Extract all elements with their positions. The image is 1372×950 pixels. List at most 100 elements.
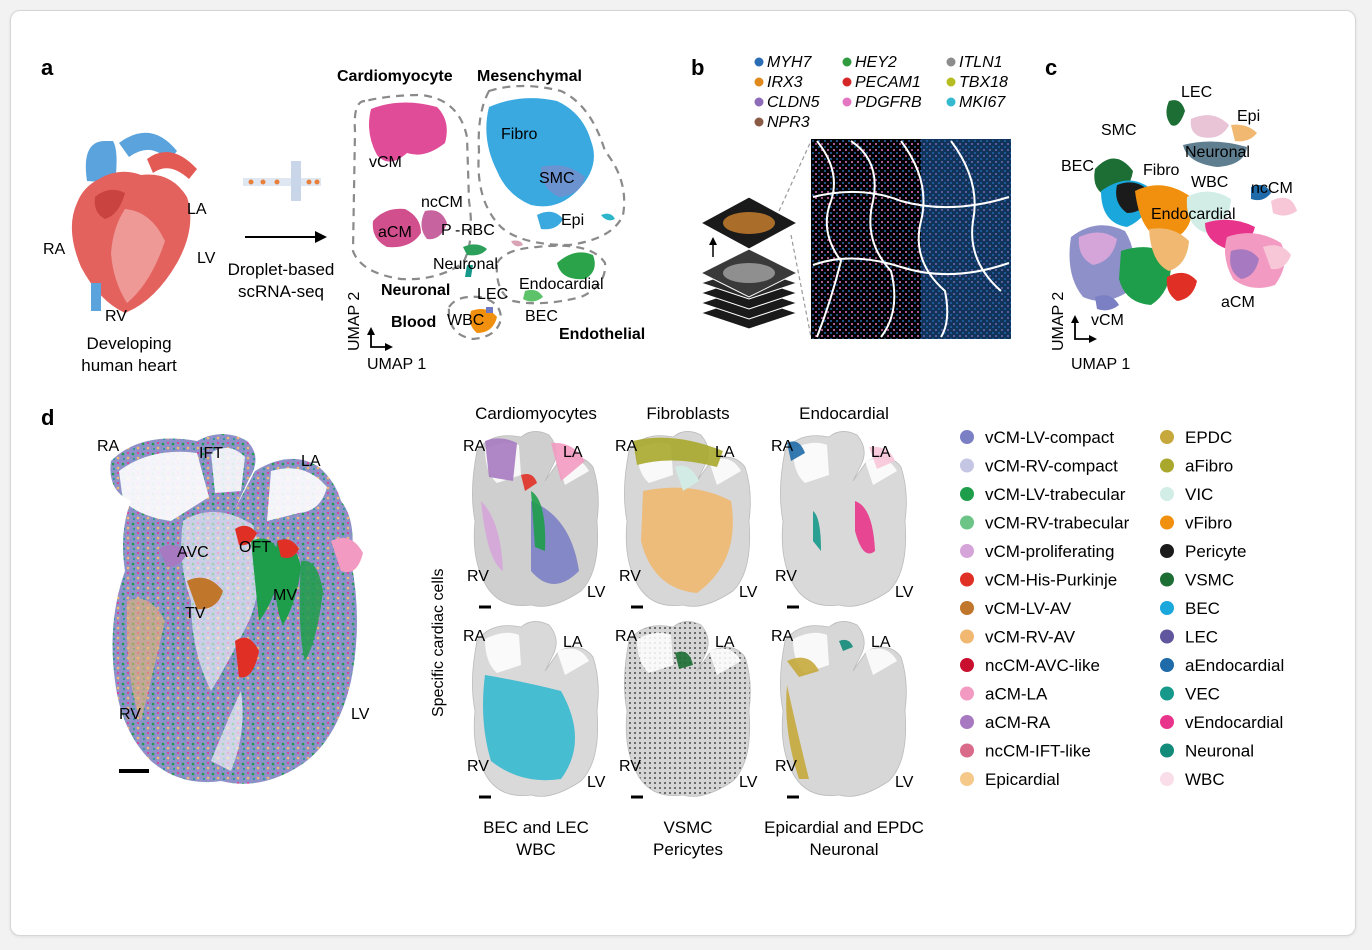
legend-label: vCM-proliferating	[985, 542, 1114, 561]
legend-color-dot	[1160, 686, 1174, 701]
umap-c-label-fibro: Fibro	[1143, 162, 1180, 179]
mini-label-rv: RV	[775, 568, 797, 585]
method-line1: Droplet-based	[228, 260, 335, 279]
mini-label-lv: LV	[739, 584, 758, 601]
gene-color-dot	[754, 77, 764, 87]
legend-label: aEndocardial	[1185, 656, 1284, 675]
legend-label: aFibro	[1185, 457, 1233, 476]
mini-panel-title: Cardiomyocytes	[475, 404, 597, 423]
legend-color-dot	[1160, 658, 1174, 672]
umap-c-label-wbc: WBC	[1191, 174, 1228, 191]
main-label-avc: AVC	[177, 544, 209, 561]
gene-legend-item: PECAM1	[842, 74, 921, 91]
mini-label-rv: RV	[467, 758, 489, 775]
mini-label-rv: RV	[775, 758, 797, 775]
gene-legend-item: CLDN5	[754, 94, 820, 111]
legend-item: Epicardial	[960, 770, 1060, 789]
legend-color-dot	[1160, 458, 1174, 473]
mini-heart-cell-region	[839, 639, 853, 651]
legend-item: vCM-RV-AV	[960, 628, 1076, 647]
mini-heart-panel: Cardiomyocytes RA LA RV LV	[463, 404, 606, 609]
main-label-ra: RA	[97, 438, 120, 455]
legend-color-dot	[960, 458, 974, 473]
legend-color-dot	[1160, 772, 1174, 786]
figure-card: a RA LA LV RV Developing human heart Dro…	[10, 10, 1356, 936]
mini-label-lv: LV	[895, 584, 914, 601]
mini-panel-caption-line1: VSMC	[663, 818, 712, 837]
gene-name: PDGFRB	[855, 94, 922, 111]
legend-item: VIC	[1160, 485, 1213, 504]
cell-type-legend-right: EPDC aFibro VIC vFibro Pericyte VSMC BEC LEC aEn…	[1160, 428, 1284, 789]
gene-legend: MYH7 IRX3 CLDN5 NPR3 HEY2 PECAM1 PDGFRB ITLN1 TB…	[754, 54, 1008, 131]
umap-c-label-vcm: vCM	[1091, 312, 1124, 329]
umap-a-label-endocardial: Endocardial	[519, 276, 604, 293]
legend-item: vCM-LV-trabecular	[960, 485, 1126, 504]
umap-a-axis-x: UMAP 1	[367, 356, 426, 373]
legend-label: Epicardial	[985, 770, 1060, 789]
heart-label-rv: RV	[105, 308, 127, 325]
legend-label: vFibro	[1185, 514, 1232, 533]
heart-label-la: LA	[187, 201, 207, 218]
mini-heart-cell-region	[869, 446, 895, 469]
legend-color-dot	[960, 715, 974, 729]
arrow-right-icon	[245, 231, 327, 243]
main-label-tv: TV	[185, 605, 206, 622]
mini-heart-cell-region	[786, 685, 809, 779]
panel-d-label: d	[41, 405, 54, 430]
legend-color-dot	[960, 743, 974, 758]
legend-label: EPDC	[1185, 428, 1232, 447]
gene-color-dot	[946, 57, 956, 67]
umap-c-axis-y: UMAP 2	[1050, 292, 1067, 351]
gene-color-dot	[754, 117, 764, 127]
legend-item: vFibro	[1160, 514, 1232, 533]
main-label-ift: IFT	[199, 445, 223, 462]
legend-item: VEC	[1160, 685, 1220, 704]
legend-label: Pericyte	[1185, 542, 1246, 561]
mini-heart-cell-region	[483, 675, 575, 781]
umap-a-label-neuronal: Neuronal	[433, 256, 498, 273]
mini-label-ra: RA	[463, 438, 486, 455]
legend-label: vCM-LV-AV	[985, 599, 1072, 618]
mini-heart-panel: RA LA RV LV Epicardial and EPDC Neuronal	[764, 621, 924, 859]
mini-heart-cell-region	[787, 657, 819, 677]
legend-label: vCM-RV-AV	[985, 628, 1076, 647]
umap-a-group-blood: Blood	[391, 314, 436, 331]
umap-a-label-nccm: ncCM	[421, 194, 463, 211]
legend-color-dot	[960, 658, 974, 672]
gene-name: HEY2	[855, 54, 897, 71]
legend-color-dot	[1160, 601, 1174, 615]
mini-label-ra: RA	[771, 628, 794, 645]
umap-c-label-nccm: ncCM	[1251, 180, 1293, 197]
mini-label-lv: LV	[739, 774, 758, 791]
legend-item: aCM-RA	[960, 713, 1051, 732]
legend-color-dot	[960, 629, 974, 644]
mini-panel-caption-line1: BEC and LEC	[483, 818, 589, 837]
gene-name: MYH7	[767, 54, 813, 71]
mini-heart-cell-region	[531, 491, 546, 551]
umap-a-group-cardiomyocyte: Cardiomyocyte	[337, 68, 453, 85]
mini-heart-atrium	[557, 648, 589, 675]
legend-item: Neuronal	[1160, 742, 1254, 761]
gene-color-dot	[842, 77, 852, 87]
umap-c-axis-x: UMAP 1	[1071, 356, 1130, 373]
gene-name: MKI67	[959, 94, 1006, 111]
legend-item: vCM-His-Purkinje	[960, 571, 1117, 590]
legend-label: ncCM-AVC-like	[985, 656, 1100, 675]
legend-label: LEC	[1185, 628, 1218, 647]
specific-cells-axis-label: Specific cardiac cells	[430, 569, 447, 718]
gene-color-dot	[946, 97, 956, 107]
mini-panel-caption-line2: Neuronal	[810, 840, 879, 859]
legend-color-dot	[1160, 572, 1174, 587]
figure-canvas: a RA LA LV RV Developing human heart Dro…	[41, 54, 1297, 859]
mini-label-ra: RA	[615, 628, 638, 645]
gene-legend-item: ITLN1	[946, 54, 1003, 71]
panel-a-label: a	[41, 55, 54, 80]
panel-c-label: c	[1045, 55, 1057, 80]
legend-color-dot	[960, 430, 974, 444]
mini-heart-cell-region	[521, 474, 537, 491]
panel-b-label: b	[691, 55, 704, 80]
gene-name: CLDN5	[767, 94, 820, 111]
legend-label: vCM-RV-compact	[985, 457, 1118, 476]
gene-name: PECAM1	[855, 74, 921, 91]
heart-caption-line2: human heart	[81, 356, 177, 375]
